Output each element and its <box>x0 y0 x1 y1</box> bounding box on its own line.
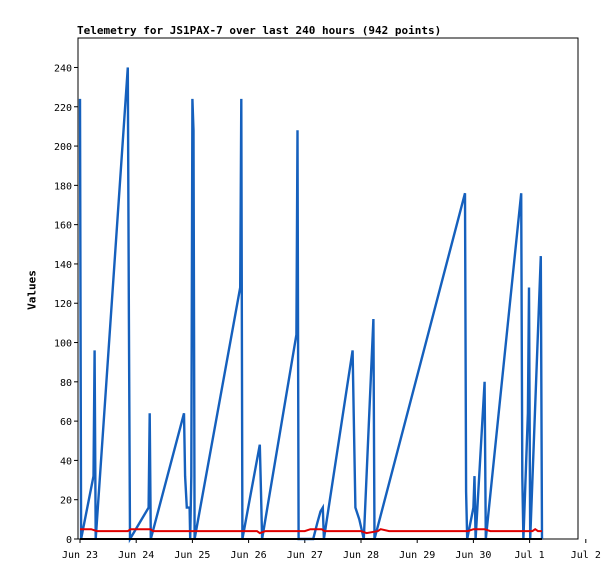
y-tick-label: 160 <box>54 221 72 232</box>
y-tick-label: 120 <box>54 299 72 310</box>
y-tick-label: 80 <box>60 378 72 389</box>
x-tick-label: Jun 24 <box>118 550 154 561</box>
y-tick-label: 180 <box>54 181 72 192</box>
y-tick-label: 0 <box>66 535 72 546</box>
y-tick-label: 60 <box>60 417 72 428</box>
x-tick-label: Jun 27 <box>287 550 323 561</box>
y-tick-label: 40 <box>60 456 72 467</box>
y-tick-label: 20 <box>60 496 72 507</box>
x-tick-label: Jun 23 <box>62 550 98 561</box>
series-line <box>80 527 542 535</box>
y-tick-label: 140 <box>54 260 72 271</box>
x-tick-label: Jun 28 <box>343 550 379 561</box>
y-tick-label: 240 <box>54 63 72 74</box>
x-tick-label: Jul 2 <box>571 550 601 561</box>
x-tick-label: Jun 25 <box>174 550 210 561</box>
y-tick-label: 220 <box>54 103 72 114</box>
chart-title: Telemetry for JS1PAX-7 over last 240 hou… <box>77 24 442 37</box>
x-tick-label: Jul 1 <box>515 550 545 561</box>
series-line <box>78 67 544 544</box>
x-tick-label: Jun 30 <box>455 550 491 561</box>
plot-frame <box>77 37 579 540</box>
y-tick-label: 100 <box>54 339 72 350</box>
y-tick-label: 200 <box>54 142 72 153</box>
x-tick-label: Jun 26 <box>231 550 267 561</box>
x-tick-label: Jun 29 <box>399 550 435 561</box>
